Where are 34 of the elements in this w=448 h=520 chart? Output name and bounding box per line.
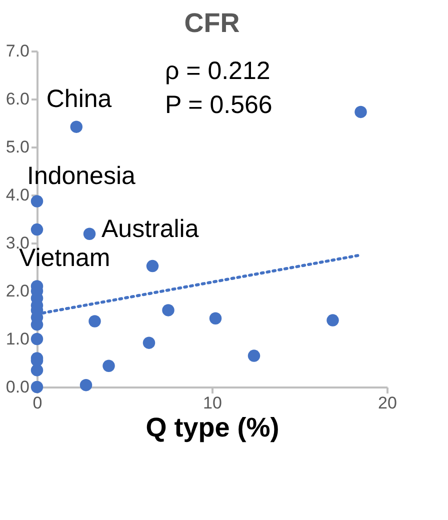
point [30, 380, 44, 394]
point [30, 223, 44, 236]
y-tick-label: 4.0 [6, 186, 30, 204]
y-tick-label: 5.0 [6, 138, 30, 156]
x-tick-label: 10 [203, 394, 222, 412]
point [83, 228, 96, 240]
point [354, 106, 367, 118]
x-axis-title: Q type (%) [146, 412, 280, 442]
point [80, 378, 92, 392]
point [102, 360, 115, 372]
point [88, 315, 101, 328]
y-tick-label: 0.0 [6, 378, 30, 396]
y-tick-label: 6.0 [6, 90, 30, 108]
point [30, 332, 44, 346]
point [30, 195, 44, 208]
point [248, 350, 260, 362]
point [326, 314, 339, 326]
chart-title: CFR [184, 8, 240, 38]
point [162, 304, 174, 316]
annotation: China [46, 84, 112, 113]
point [142, 336, 156, 349]
annotation: ρ = 0.212 [165, 57, 270, 85]
point [70, 120, 82, 133]
annotation: Indonesia [27, 162, 136, 190]
y-tick-label: 2.0 [6, 282, 30, 300]
point [30, 364, 44, 376]
y-tick-label: 1.0 [6, 330, 30, 348]
annotation: P = 0.566 [165, 91, 272, 119]
point [209, 312, 222, 324]
point [146, 260, 159, 272]
x-tick-label: 20 [378, 394, 397, 412]
annotation: Australia [102, 214, 199, 243]
y-tick-label: 7.0 [6, 42, 30, 60]
x-tick-label: 0 [32, 394, 42, 412]
